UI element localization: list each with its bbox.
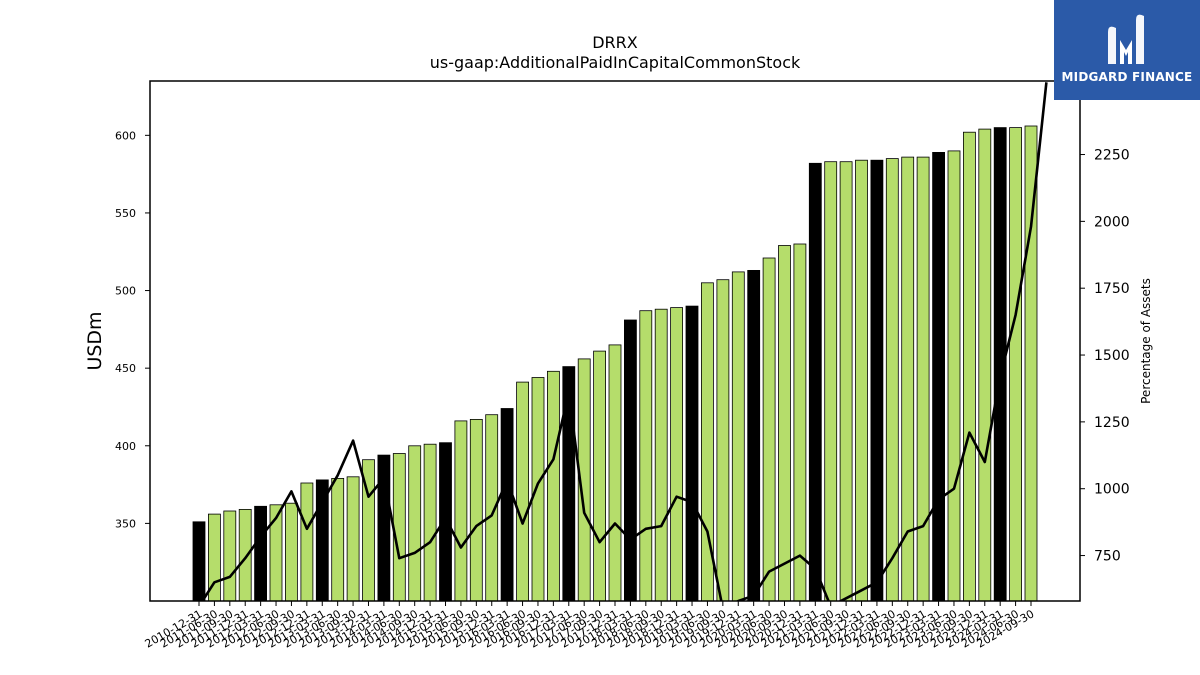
bar: [408, 445, 422, 602]
bar: [747, 269, 761, 602]
y2-tick-label: 1500: [1094, 348, 1130, 364]
bar: [685, 305, 699, 602]
bar: [762, 257, 776, 602]
bar: [901, 156, 915, 602]
bar: [608, 344, 622, 602]
bar: [238, 508, 252, 602]
y2-axis-label: Percentage of Assets: [1139, 278, 1153, 404]
chart-title: DRRX: [592, 33, 638, 52]
bar: [947, 150, 961, 602]
bar: [716, 279, 730, 602]
y2-tick-label: 750: [1094, 549, 1121, 565]
y2-axis-ticks: 750 1000 1250 1500 1750 2000 2250: [1080, 148, 1130, 565]
bar: [300, 482, 314, 602]
y2-tick-label: 2250: [1094, 148, 1130, 164]
bar: [731, 271, 745, 602]
bar: [932, 151, 945, 602]
bar: [284, 502, 298, 602]
bar: [916, 156, 930, 602]
bar: [593, 350, 606, 602]
bar: [1009, 127, 1022, 602]
brand-name: MIDGARD FINANCE: [1061, 70, 1193, 84]
bar: [639, 310, 653, 602]
percentage-line: [200, 82, 1048, 601]
y-tick-label: 350: [115, 517, 136, 530]
bar: [839, 161, 853, 602]
bar: [516, 381, 529, 602]
bar: [870, 159, 884, 602]
bar: [500, 408, 514, 602]
bar: [778, 245, 791, 602]
series-line: [200, 82, 1048, 601]
bar: [469, 418, 483, 602]
y2-tick-label: 1750: [1094, 281, 1130, 297]
bar: [670, 307, 683, 602]
brand-mark-icon: [1108, 14, 1144, 65]
bar: [192, 521, 206, 602]
y-axis-label: USDm: [84, 311, 106, 370]
chart-subtitle: us-gaap:AdditionalPaidInCapitalCommonSto…: [430, 53, 801, 72]
bar: [315, 479, 329, 602]
bar: [223, 510, 237, 602]
bar: [423, 443, 437, 602]
bar: [547, 370, 560, 602]
bar: [885, 158, 899, 602]
bar: [793, 243, 807, 602]
bar: [439, 442, 452, 602]
bar: [254, 505, 268, 602]
bar: [392, 453, 406, 602]
y-tick-label: 500: [115, 285, 136, 298]
bar: [346, 476, 360, 602]
y-axis-ticks: 350 400 450 500 550 600: [115, 129, 150, 530]
y-tick-label: 450: [115, 362, 136, 375]
bar: [808, 162, 822, 602]
bar: [978, 128, 992, 602]
y2-tick-label: 2000: [1094, 214, 1130, 230]
bar: [855, 159, 868, 602]
y2-tick-label: 1250: [1094, 415, 1130, 431]
bar: [624, 319, 637, 602]
bar: [331, 477, 345, 602]
y-tick-label: 600: [115, 129, 136, 142]
x-axis-ticks: 2010-12-312011-06-302011-09-302011-12-31…: [143, 601, 1037, 651]
brand-logo: MIDGARD FINANCE: [1054, 0, 1200, 100]
bar: [824, 161, 838, 602]
bar: [654, 308, 668, 602]
bar: [963, 131, 976, 602]
bar: [531, 377, 545, 602]
bar: [454, 420, 468, 602]
y-tick-label: 550: [115, 207, 136, 220]
y-tick-label: 400: [115, 440, 136, 453]
y2-tick-label: 1000: [1094, 482, 1130, 498]
